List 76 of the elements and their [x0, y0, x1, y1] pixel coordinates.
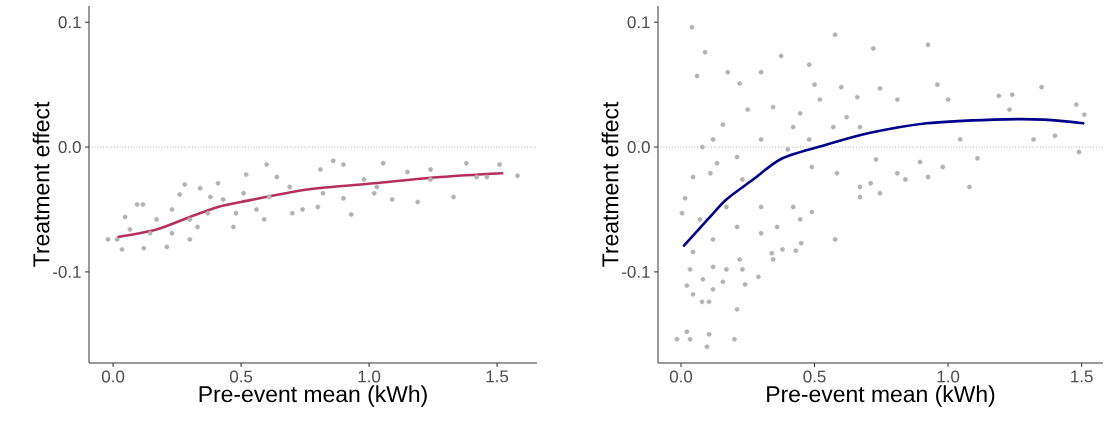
point — [463, 160, 469, 166]
y-tick-label: 0.1 — [627, 16, 650, 29]
point — [141, 245, 147, 251]
x-tick-label: 0.5 — [229, 370, 253, 383]
x-tick-label: 0.0 — [669, 370, 693, 383]
point — [330, 158, 336, 164]
line-series — [682, 117, 1085, 247]
point — [289, 210, 295, 216]
point — [230, 224, 236, 230]
x-tick-label: 1.0 — [358, 370, 381, 383]
point — [127, 227, 133, 232]
point — [220, 197, 226, 202]
point — [389, 197, 395, 202]
point — [105, 237, 111, 242]
point — [195, 224, 200, 230]
x-tick-label: 0.5 — [803, 370, 826, 383]
point — [187, 217, 193, 222]
point — [515, 173, 520, 179]
point — [205, 210, 211, 216]
point — [187, 237, 193, 242]
point — [134, 202, 140, 207]
y-tick-label: -0.1 — [53, 265, 81, 278]
x-tick-label: 1.5 — [486, 370, 509, 383]
x-tick-label: 0.0 — [101, 370, 125, 383]
point — [371, 190, 377, 196]
point — [320, 190, 326, 196]
point — [274, 174, 280, 180]
point — [287, 184, 293, 190]
y-tick-label: 0.0 — [627, 141, 650, 154]
point — [140, 202, 146, 207]
point — [114, 237, 120, 242]
point — [380, 160, 386, 166]
point — [207, 194, 213, 200]
point — [497, 162, 503, 167]
point — [169, 207, 175, 212]
y-tick-label: 0.0 — [58, 141, 81, 154]
y-axis-title: Treatment effect — [32, 101, 50, 267]
point — [233, 210, 239, 216]
point — [428, 167, 433, 172]
point — [474, 174, 479, 180]
point — [315, 204, 321, 210]
point — [154, 217, 159, 222]
point — [266, 194, 272, 200]
point — [147, 230, 153, 236]
y-tick-label: -0.1 — [622, 265, 650, 278]
point — [215, 180, 221, 186]
y-tick-label: 0.1 — [58, 16, 81, 29]
point — [341, 162, 346, 167]
point — [169, 230, 175, 236]
point — [361, 177, 367, 182]
x-axis-title: Pre-event mean (kWh) — [767, 385, 995, 407]
point — [300, 207, 305, 212]
point — [164, 244, 170, 250]
point — [484, 174, 490, 180]
point — [254, 207, 259, 212]
point — [197, 185, 203, 191]
point — [415, 199, 421, 205]
point — [264, 162, 270, 167]
point — [341, 195, 346, 201]
point — [318, 167, 323, 172]
point — [374, 184, 380, 190]
point — [119, 247, 125, 252]
x-tick-label: 1.5 — [1071, 370, 1093, 383]
y-axis-title: Treatment effect — [601, 101, 619, 267]
point — [451, 194, 456, 200]
x-axis-title: Pre-event mean (kWh) — [199, 385, 427, 407]
point — [177, 192, 183, 197]
point — [243, 172, 249, 177]
x-tick-label: 1.0 — [937, 370, 960, 383]
point — [122, 214, 128, 220]
point — [348, 212, 354, 217]
point — [241, 190, 247, 196]
point — [428, 177, 433, 182]
point — [182, 182, 188, 187]
point — [405, 169, 410, 175]
point — [261, 217, 267, 222]
